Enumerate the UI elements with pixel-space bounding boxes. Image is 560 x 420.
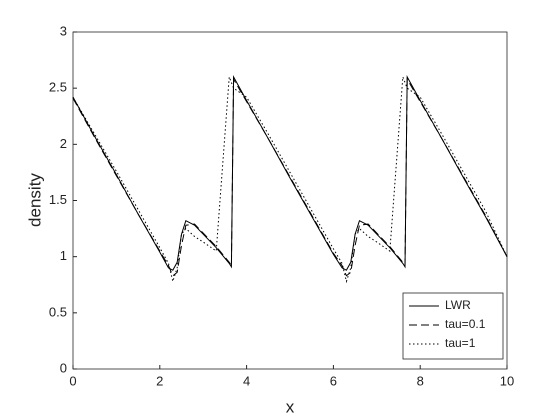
y-tick-label: 3 <box>60 23 67 38</box>
x-tick-label: 10 <box>500 373 514 388</box>
line <box>72 75 508 271</box>
y-tick-label: 1 <box>60 248 67 263</box>
x-tick-label: 2 <box>156 373 163 388</box>
x-tick-label: 6 <box>330 373 337 388</box>
legend-label: tau=0.1 <box>445 317 486 331</box>
y-tick-label: 0 <box>60 360 67 375</box>
y-tick-label: 0.5 <box>49 304 67 319</box>
x-tick-label: 8 <box>417 373 424 388</box>
y-tick-label: 2 <box>60 136 67 151</box>
line <box>72 76 508 284</box>
y-tick-label: 2.5 <box>49 80 67 95</box>
legend-label: LWR <box>445 298 471 312</box>
y-tick-label: 1.5 <box>49 192 67 207</box>
line <box>72 77 508 277</box>
x-tick-label: 0 <box>69 373 76 388</box>
x-tick-label: 4 <box>243 373 250 388</box>
legend-box <box>402 292 504 360</box>
legend-label: tau=1 <box>445 336 476 350</box>
y-axis-label: density <box>25 173 44 227</box>
x-axis-label: x <box>286 397 295 416</box>
